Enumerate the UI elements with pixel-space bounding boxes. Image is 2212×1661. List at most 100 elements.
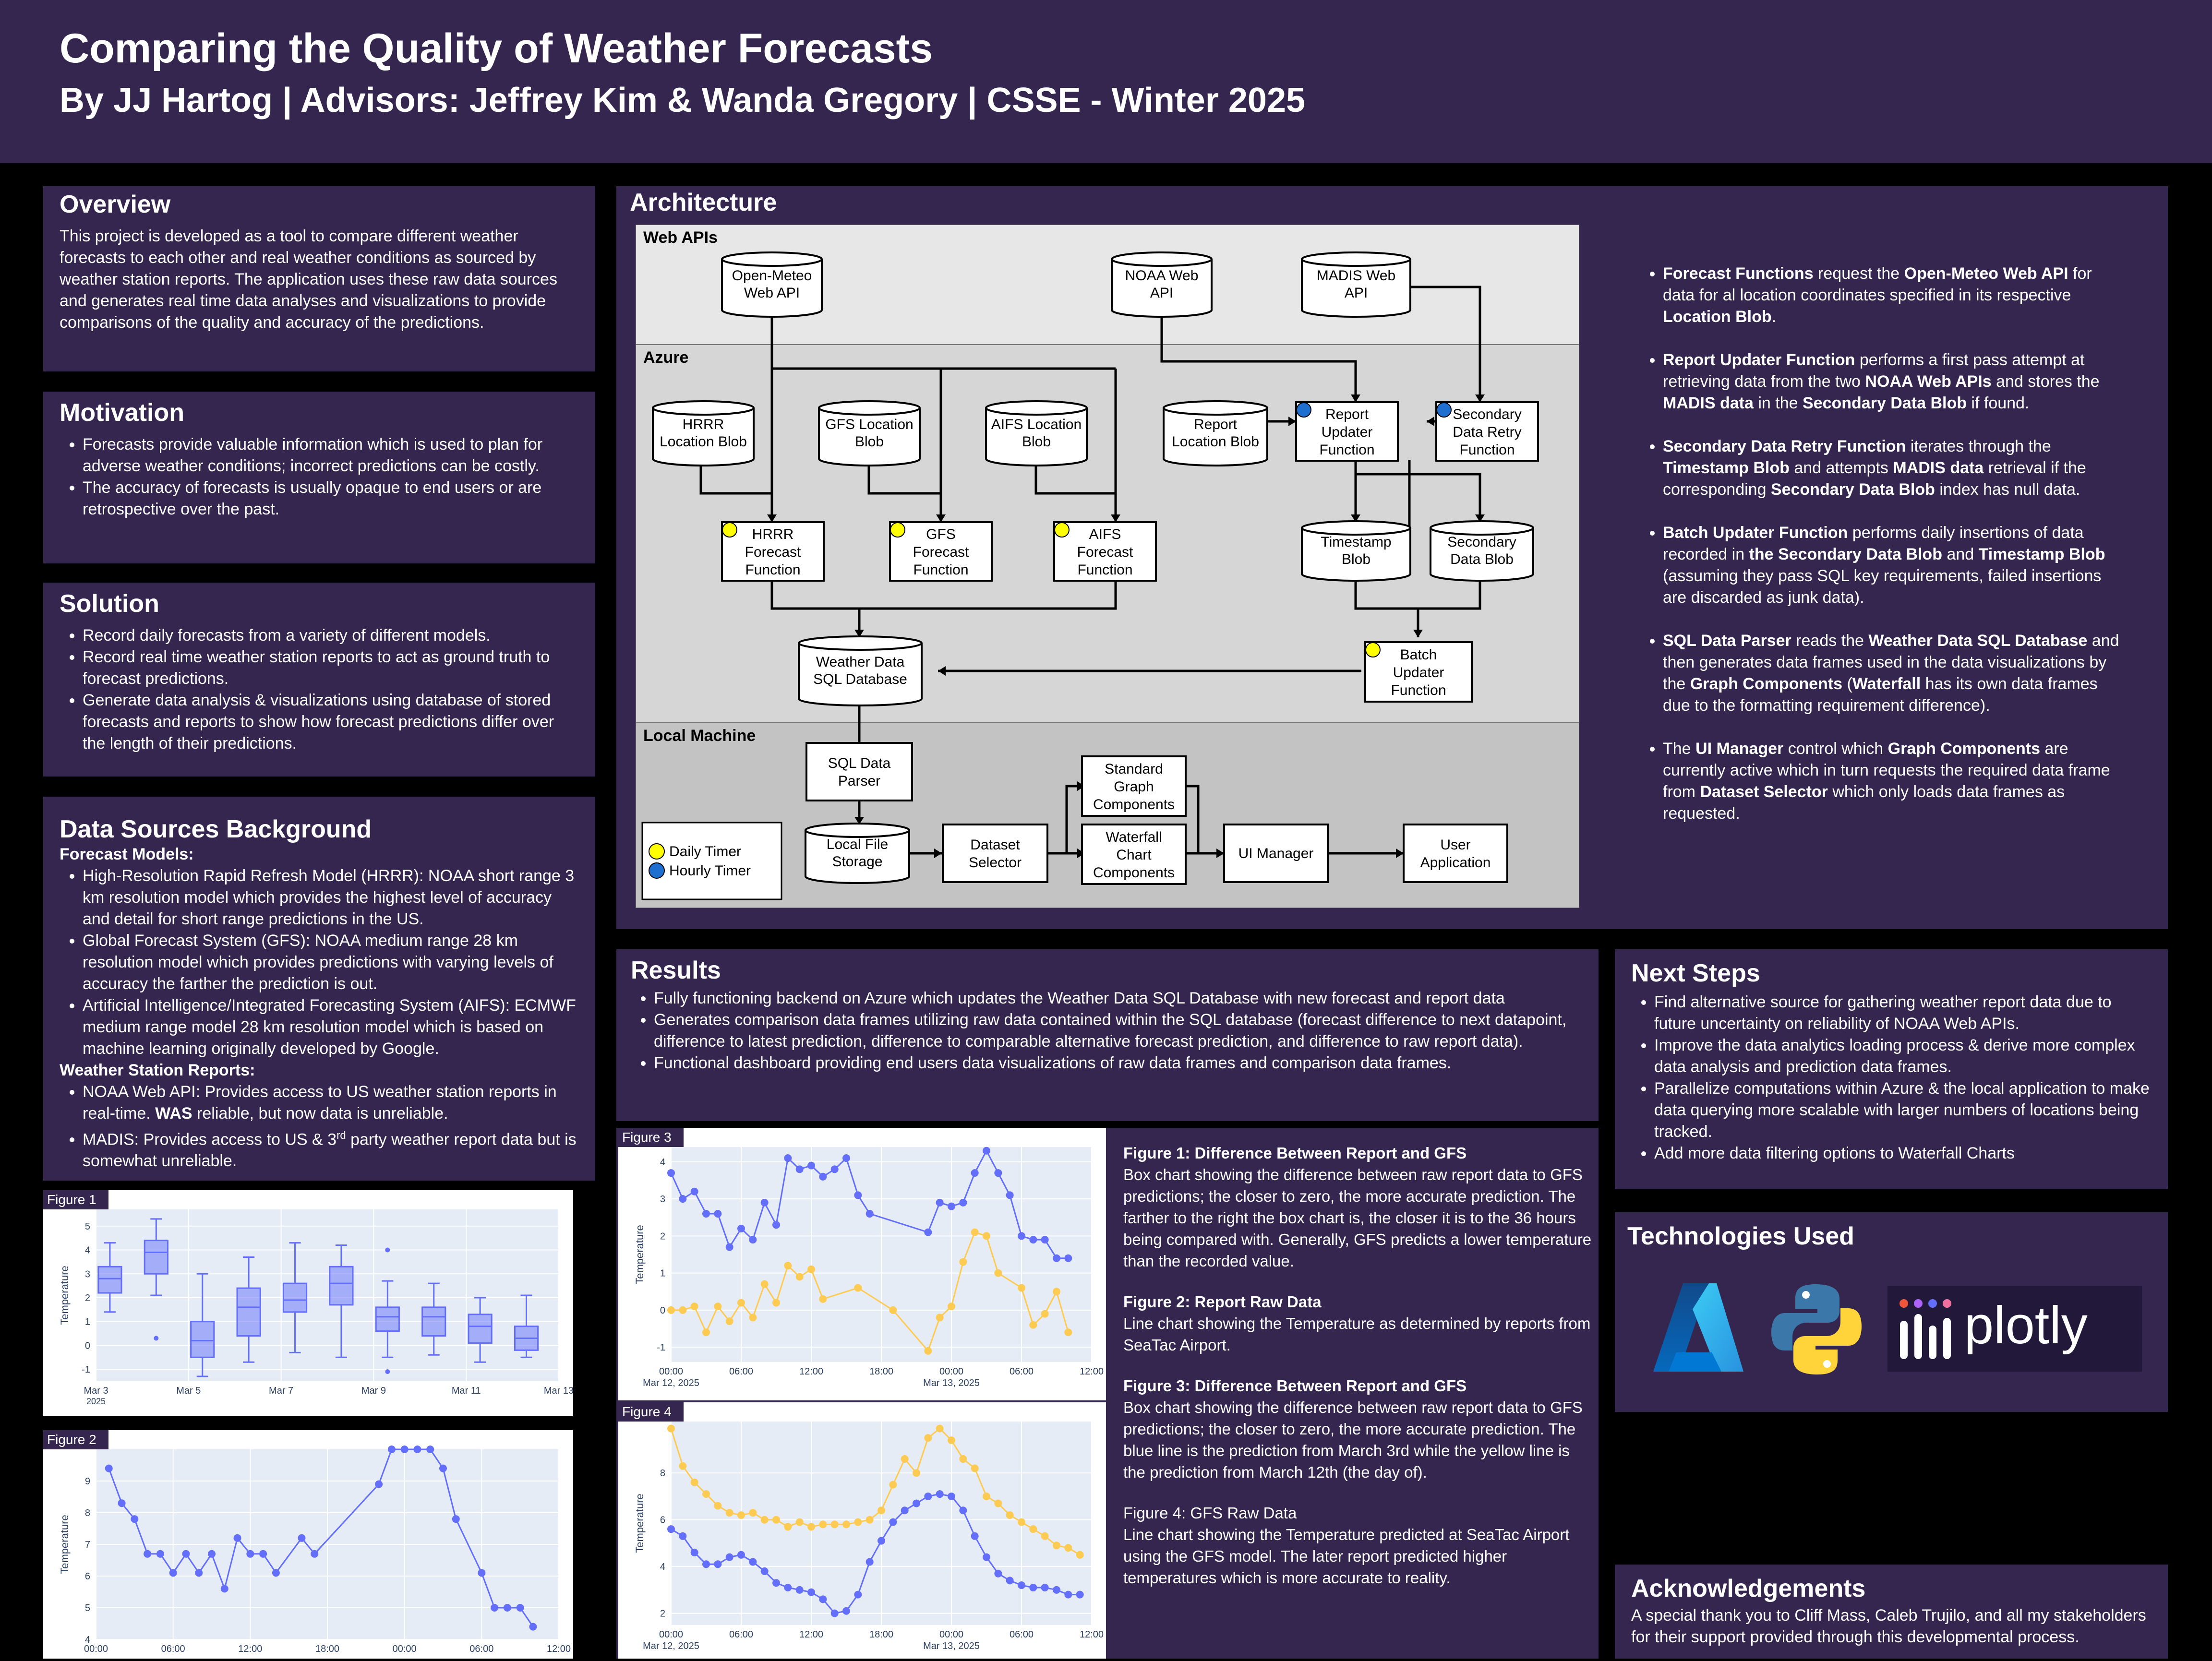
figure-1: -1 0 1 2 3 4 5 Mar 3 Mar 5 Mar 7 Mar 9 Mar 11 Mar 13…	[43, 1190, 574, 1416]
data-point	[679, 1195, 687, 1203]
data-point	[725, 1553, 733, 1561]
data-point	[702, 1328, 710, 1337]
note-emphasis: Open-Meteo Web API	[1904, 264, 2068, 283]
data-point	[760, 1198, 769, 1207]
data-point	[1076, 1590, 1084, 1599]
node-aifs-blob: AIFS Location Blob	[985, 400, 1088, 466]
figure-label-box	[43, 1430, 108, 1449]
node-label: Report	[1194, 417, 1238, 432]
node-label: API	[1150, 285, 1173, 301]
overview-title: Overview	[60, 191, 171, 218]
data-point	[924, 1228, 932, 1236]
note-emphasis: MADIS data	[1663, 394, 1754, 412]
architecture-note: Batch Updater Function performs daily in…	[1663, 522, 2127, 609]
note-emphasis: Dataset Selector	[1700, 783, 1828, 801]
node-label: SQL Database	[813, 671, 907, 687]
node-ui-manager: UI Manager	[1223, 824, 1329, 883]
note-emphasis: Timestamp Blob	[1978, 545, 2105, 563]
arrow-head	[1288, 417, 1296, 426]
data-point	[936, 1314, 944, 1322]
node-label: Standard	[1105, 761, 1163, 777]
data-point	[971, 1464, 979, 1472]
figure-caption-text: Line chart showing the Temperature predi…	[1123, 1526, 1570, 1587]
node-label: HRRR	[683, 417, 724, 432]
list-item: Parallelize computations within Azure & …	[1654, 1078, 2152, 1143]
next-steps-title: Next Steps	[1631, 959, 1760, 987]
data-point	[924, 1347, 932, 1355]
data-point	[667, 1306, 675, 1314]
note-emphasis: Graph Components	[1690, 675, 1843, 693]
data-point	[737, 1224, 745, 1232]
acknowledgements-text: A special thank you to Cliff Mass, Caleb…	[1631, 1606, 2146, 1646]
data-point	[889, 1306, 897, 1314]
node-label: Function	[1319, 442, 1374, 458]
data-point	[714, 1303, 722, 1311]
results-title: Results	[631, 956, 721, 984]
arrow-head	[1111, 514, 1120, 522]
arrow-head	[1475, 514, 1485, 522]
data-point	[971, 1532, 979, 1540]
node-label: Components	[1093, 797, 1175, 813]
report-text: reliable, but now data is unreliable.	[192, 1104, 448, 1123]
next-steps-list: Find alternative source for gathering we…	[1631, 992, 2152, 1164]
data-point	[889, 1481, 897, 1489]
note-text: and stores the	[1991, 372, 2100, 391]
node-label: Components	[1093, 865, 1175, 881]
node-box	[805, 742, 913, 801]
report-text: NOAA Web API: Provides access to US weat…	[83, 1083, 557, 1123]
y-tick-label: 7	[85, 1540, 90, 1550]
note-text: The	[1663, 740, 1696, 758]
y-tick-label: -1	[82, 1364, 90, 1375]
node-label: Dataset	[970, 837, 1020, 853]
data-point	[725, 1509, 733, 1517]
node-label: GFS Location	[825, 417, 913, 432]
node-box	[1081, 824, 1187, 885]
data-point	[169, 1569, 177, 1577]
data-point	[1064, 1328, 1072, 1337]
data-point	[784, 1262, 792, 1270]
data-point	[491, 1604, 499, 1612]
list-item: Fully functioning backend on Azure which…	[654, 988, 1584, 1009]
node-dataset-selector: Dataset Selector	[942, 824, 1048, 883]
report-text: party weather report data but is somewha…	[83, 1130, 577, 1171]
solution-panel: Solution Record daily forecasts from a v…	[43, 583, 595, 777]
data-point	[889, 1518, 897, 1526]
list-item: Generates comparison data frames utilizi…	[654, 1009, 1584, 1052]
station-reports-heading: Weather Station Reports:	[60, 1061, 255, 1079]
data-point	[105, 1464, 113, 1472]
figure-captions: Figure 1: Difference Between Report and …	[1123, 1142, 1594, 1608]
note-emphasis: Location Blob	[1663, 308, 1772, 326]
data-sources-title: Data Sources Background	[60, 815, 372, 843]
node-box	[889, 521, 993, 582]
data-point	[936, 1490, 944, 1498]
node-label: Report	[1325, 406, 1369, 422]
x-tick-sublabel: Mar 13, 2025	[923, 1378, 980, 1388]
x-tick-label: 18:00	[869, 1366, 893, 1377]
x-tick-label: 00:00	[659, 1366, 683, 1377]
y-axis-label: Temperature	[59, 1266, 71, 1325]
x-tick-label: 06:00	[161, 1644, 185, 1654]
data-point	[819, 1172, 827, 1181]
node-label: Function	[1077, 562, 1132, 578]
data-point	[233, 1534, 241, 1542]
figure-caption-text: Box chart showing the difference between…	[1123, 1166, 1592, 1270]
data-point	[702, 1490, 710, 1498]
poster-title: Comparing the Quality of Weather Forecas…	[60, 25, 933, 72]
data-point	[749, 1236, 757, 1244]
cylinder-body	[985, 408, 1088, 466]
x-tick-label: 12:00	[799, 1366, 823, 1377]
overview-panel: Overview This project is developed as a …	[43, 186, 595, 371]
data-point	[1064, 1544, 1072, 1552]
note-text: and attempts	[1789, 459, 1893, 477]
node-label: Function	[745, 562, 800, 578]
data-point	[1053, 1542, 1060, 1550]
arrow-head	[934, 848, 942, 858]
data-point	[866, 1558, 874, 1566]
data-point	[1029, 1525, 1037, 1533]
data-point	[959, 1506, 967, 1515]
data-point	[784, 1154, 792, 1162]
note-emphasis: MADIS data	[1893, 459, 1984, 477]
data-point	[679, 1306, 687, 1314]
